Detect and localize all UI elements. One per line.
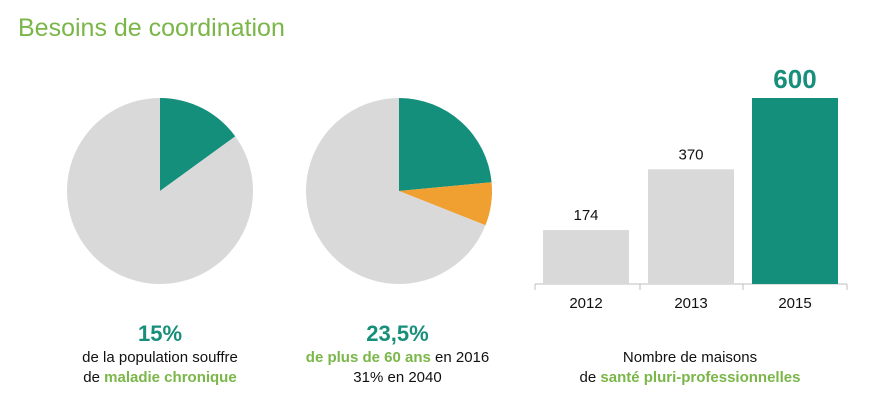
pie1-caption: 15% de la population souffre de maladie … xyxy=(40,320,280,388)
bar-value-label-2013: 370 xyxy=(678,146,703,163)
bar-value-label-2012: 174 xyxy=(573,207,598,224)
bar-caption-line2: de santé pluri-professionnelles xyxy=(540,368,840,388)
bar-caption-highlight: santé pluri-professionnelles xyxy=(600,369,801,386)
pie1-caption-prefix: de xyxy=(83,369,105,386)
bar-caption-prefix: de xyxy=(579,369,601,386)
bar-chart-maisons: 174 2012 370 2013 600 2015 xyxy=(534,64,848,312)
bar-category-label-2012: 2012 xyxy=(569,295,602,312)
bar-caption-line1: Nombre de maisons xyxy=(622,349,758,366)
pie1-caption-highlight: maladie chronique xyxy=(104,369,237,386)
pie-chart-seniors xyxy=(305,97,492,284)
pie2-slice-0 xyxy=(399,98,492,191)
pie1-value: 15% xyxy=(137,321,183,346)
pie2-caption: 23,5% de plus de 60 ans en 2016 31% en 2… xyxy=(270,320,525,388)
pie2-slice-2 xyxy=(305,97,486,284)
pie2-caption-line2: 31% en 2040 xyxy=(353,369,442,386)
bar-2012 xyxy=(543,230,629,284)
pie1-caption-line2: de maladie chronique xyxy=(40,368,280,388)
bar-value-label-2015: 600 xyxy=(773,64,816,94)
pie1-slice-0 xyxy=(160,98,236,191)
pie2-caption-highlight: de plus de 60 ans xyxy=(305,349,431,366)
pie1-caption-line1: de la population souffre xyxy=(82,349,238,366)
bar-2015 xyxy=(752,98,838,284)
pie-chart-chronic xyxy=(66,97,254,284)
pie2-caption-suffix: en 2016 xyxy=(430,349,490,366)
pie1-slice-1 xyxy=(66,97,254,284)
pie2-value: 23,5% xyxy=(366,321,429,346)
bar-category-label-2013: 2013 xyxy=(674,295,707,312)
pie2-slice-1 xyxy=(399,182,492,226)
page-title: Besoins de coordination xyxy=(18,14,285,42)
pie2-caption-line1: de plus de 60 ans en 2016 xyxy=(270,348,525,368)
bar-2013 xyxy=(648,169,734,284)
bar-category-label-2015: 2015 xyxy=(778,295,811,312)
bar-caption: Nombre de maisons de santé pluri-profess… xyxy=(540,348,840,388)
